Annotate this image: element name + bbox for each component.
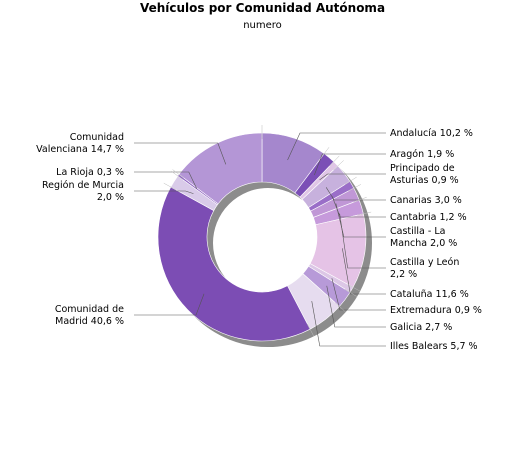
- slice-label: Andalucía 10,2 %: [390, 128, 473, 139]
- slice-boundary-tick: [329, 155, 340, 167]
- slice-label-line: Región de Murcia: [42, 180, 124, 191]
- leader-line: [342, 248, 386, 295]
- leader-line: [134, 293, 205, 316]
- slice-label: Castilla y León 2,2 %: [390, 257, 459, 280]
- donut-slice: [157, 186, 311, 342]
- leader-line: [134, 171, 198, 189]
- slice-label: Castilla - La Mancha 2,0 %: [390, 226, 457, 249]
- slice-boundary-tick: [357, 211, 372, 216]
- slice-label: Illes Balears 5,7 %: [390, 341, 478, 352]
- slice-label: Región de Murcia 2,0 %: [42, 180, 124, 203]
- slice-label: Canarias 3,0 %: [390, 195, 462, 206]
- leader-line: [134, 142, 227, 165]
- leader-line: [311, 301, 386, 347]
- slice-label: Principado de Asturias 0,9 %: [390, 163, 459, 186]
- leader-line: [319, 173, 386, 181]
- leader-line: [314, 153, 386, 176]
- slice-boundary-tick: [333, 160, 344, 171]
- slice-boundary-tick: [347, 284, 361, 292]
- slice-label-line: Comunidad de: [55, 304, 124, 315]
- slice-label-line: Mancha 2,0 %: [390, 238, 457, 249]
- slice-boundary-tick: [307, 323, 315, 337]
- slice-boundary-tick: [353, 196, 367, 203]
- slice-label-line: Galicia 2,7 %: [390, 322, 452, 333]
- chart-leaders: [134, 125, 386, 347]
- slice-label: Extremadura 0,9 %: [390, 305, 482, 316]
- slice-label-line: Andalucía 10,2 %: [390, 128, 473, 139]
- slice-label: Aragón 1,9 %: [390, 149, 454, 160]
- chart-title: Vehículos por Comunidad Autónoma: [139, 1, 386, 15]
- slice-boundary-tick: [334, 302, 346, 312]
- slice-label-line: Canarias 3,0 %: [390, 195, 462, 206]
- slice-label: La Rioja 0,3 %: [56, 167, 124, 178]
- slice-label-line: Valenciana 14,7 %: [36, 144, 124, 155]
- slice-label: Cataluña 11,6 %: [390, 289, 469, 300]
- chart-labels: Andalucía 10,2 % Aragón 1,9 % Principado d…: [36, 128, 482, 352]
- slice-label-line: 2,0 %: [97, 192, 124, 203]
- slice-label: Comunidad de Madrid 40,6 %: [55, 304, 124, 327]
- slice-label-line: La Rioja 0,3 %: [56, 167, 124, 178]
- slice-label-line: Principado de: [390, 163, 455, 174]
- slice-label: Comunidad Valenciana 14,7 %: [36, 132, 124, 155]
- leader-line: [331, 278, 386, 311]
- slice-boundary-tick: [344, 176, 357, 185]
- leader-line: [339, 213, 386, 269]
- slice-boundary-tick: [171, 171, 183, 180]
- leader-line: [134, 190, 194, 194]
- slice-boundary-tick: [163, 182, 177, 191]
- slice-label-line: Asturias 0,9 %: [390, 175, 459, 186]
- slice-boundary-tick: [348, 184, 361, 192]
- slice-label-line: Aragón 1,9 %: [390, 149, 454, 160]
- slice-label-line: Castilla - La: [390, 226, 445, 237]
- slice-label-line: Cataluña 11,6 %: [390, 289, 469, 300]
- leader-line: [335, 203, 386, 238]
- leader-line: [326, 285, 386, 328]
- slice-label-line: Extremadura 0,9 %: [390, 305, 482, 316]
- chart-subtitle: numero: [243, 20, 282, 31]
- slice-label-line: Castilla y León: [390, 257, 459, 268]
- slice-label: Galicia 2,7 %: [390, 322, 452, 333]
- slice-boundary-tick: [320, 147, 330, 159]
- slice-boundary-tick: [344, 288, 357, 297]
- chart-slices: [157, 132, 367, 342]
- slice-label: Cantabria 1,2 %: [390, 212, 467, 223]
- slice-label-line: Madrid 40,6 %: [55, 316, 124, 327]
- leader-line: [287, 132, 386, 161]
- slice-label-line: Cantabria 1,2 %: [390, 212, 467, 223]
- slice-boundary-tick: [172, 169, 184, 179]
- slice-label-line: Illes Balears 5,7 %: [390, 341, 478, 352]
- slice-label-line: Comunidad: [70, 132, 124, 143]
- slice-label-line: 2,2 %: [390, 269, 417, 280]
- leader-line: [325, 187, 386, 201]
